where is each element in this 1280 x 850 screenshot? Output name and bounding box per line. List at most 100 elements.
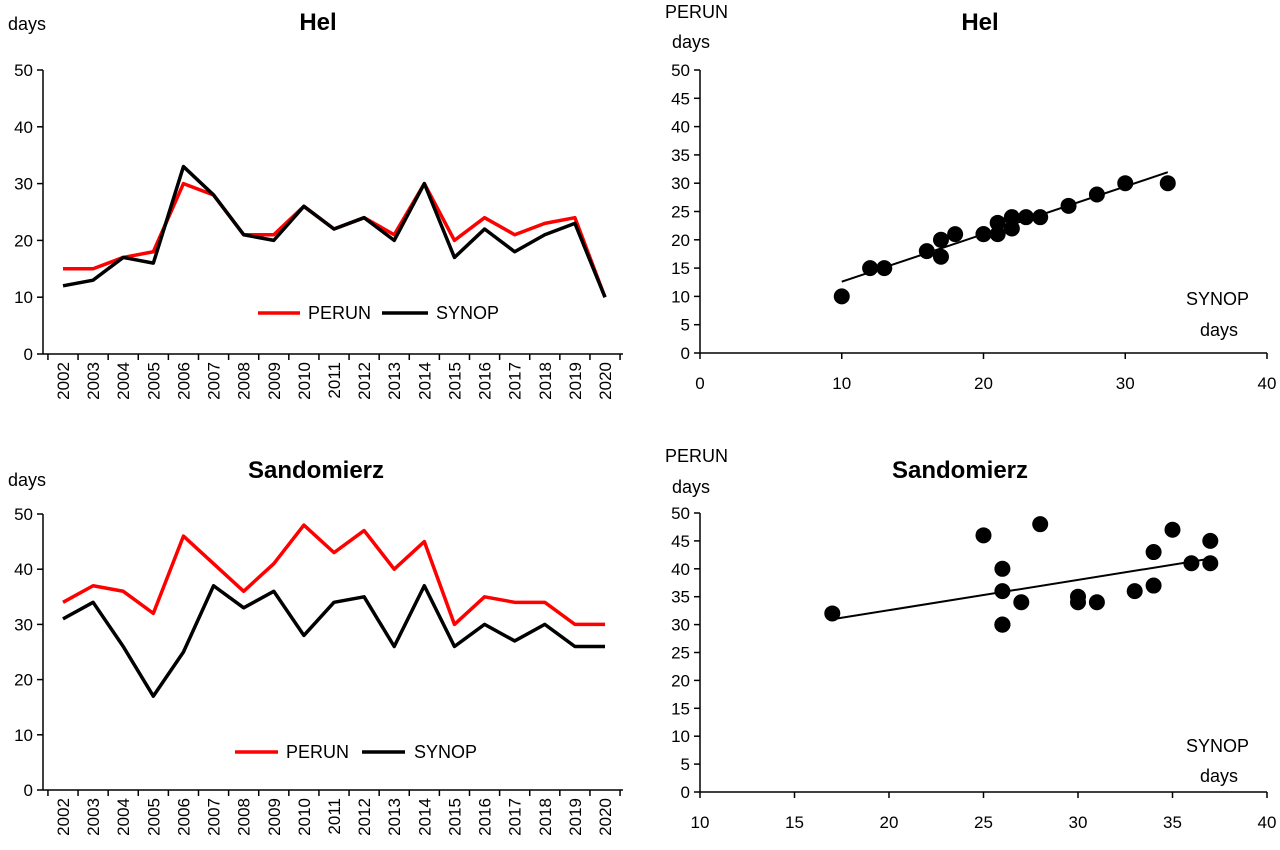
legend-label: SYNOP xyxy=(414,742,477,762)
y-tick-label: 20 xyxy=(14,671,33,690)
x-tick-label: 2003 xyxy=(84,362,103,400)
scatter-point xyxy=(975,527,992,544)
scatter-point xyxy=(1159,175,1176,192)
scatter-point xyxy=(1126,583,1143,600)
scatter-point xyxy=(1164,521,1181,538)
y-tick-label: 20 xyxy=(671,671,690,690)
chart-2: Hel 0 5 10 15 20 25 30 35 40 45 50 PERUN days SYNOP day… xyxy=(665,2,1276,393)
scatter-point xyxy=(876,260,893,277)
scatter-point xyxy=(1060,197,1077,214)
y-tick-label: 40 xyxy=(671,118,690,137)
x-tick-label: 2016 xyxy=(476,362,495,400)
legend-label: SYNOP xyxy=(436,303,499,323)
y-tick-label: 20 xyxy=(671,231,690,250)
scatter-point xyxy=(1088,186,1105,203)
y-tick-label: 0 xyxy=(681,783,690,802)
x-tick-label: 2013 xyxy=(385,362,404,400)
x-tick-label: 30 xyxy=(1116,374,1135,393)
chart-3: Sandomierz 0 10 20 30 40 50 days 2002 2003 2004 200… xyxy=(8,457,623,836)
x-tick-label: 2004 xyxy=(114,362,133,400)
y-tick-label: 30 xyxy=(671,174,690,193)
y-tick-label: 0 xyxy=(24,781,33,800)
scatter-point xyxy=(994,560,1011,577)
y-tick-label: 45 xyxy=(671,532,690,551)
scatter-point xyxy=(1202,555,1219,572)
chart-title: Hel xyxy=(961,9,998,36)
x-tick-label: 0 xyxy=(695,374,704,393)
x-tick-label: 35 xyxy=(1163,813,1182,832)
x-tick-label: 2020 xyxy=(596,362,615,400)
x-tick-label: 2006 xyxy=(174,362,193,400)
y-tick-label: 5 xyxy=(681,316,690,335)
x-tick-label: 2008 xyxy=(235,362,254,400)
x-tick-label: 2002 xyxy=(54,798,73,836)
scatter-point xyxy=(1003,209,1020,226)
x-tick-label: 10 xyxy=(832,374,851,393)
scatter-point xyxy=(932,248,949,265)
scatter-point xyxy=(824,605,841,622)
x-tick-label: 2009 xyxy=(265,798,284,836)
x-tick-label: 2008 xyxy=(235,798,254,836)
x-tick-label: 2018 xyxy=(536,362,555,400)
x-tick-label: 2005 xyxy=(144,798,163,836)
scatter-point xyxy=(862,260,879,277)
y-tick-label: 30 xyxy=(14,175,33,194)
x-tick-label: 2010 xyxy=(295,362,314,400)
y-axis-unit: days xyxy=(672,32,710,52)
y-tick-label: 50 xyxy=(14,505,33,524)
x-axis-label: SYNOP xyxy=(1186,289,1249,309)
scatter-point xyxy=(932,231,949,248)
x-tick-label: 2019 xyxy=(566,362,585,400)
y-tick-label: 10 xyxy=(14,726,33,745)
scatter-point xyxy=(1013,594,1030,611)
x-tick-label: 2014 xyxy=(415,362,434,400)
x-tick-label: 2007 xyxy=(205,362,224,400)
x-tick-label: 40 xyxy=(1258,813,1277,832)
y-tick-label: 0 xyxy=(24,345,33,364)
y-tick-label: 10 xyxy=(14,288,33,307)
x-tick-label: 2019 xyxy=(566,798,585,836)
trendline xyxy=(832,557,1211,621)
x-tick-label: 2011 xyxy=(325,362,344,399)
scatter-point xyxy=(1003,220,1020,237)
y-tick-label: 10 xyxy=(671,727,690,746)
y-axis-label: days xyxy=(8,470,46,490)
scatter-point xyxy=(1032,516,1049,533)
x-tick-label: 2017 xyxy=(506,362,525,400)
scatter-point xyxy=(1145,544,1162,561)
scatter-point xyxy=(918,243,935,260)
scatter-point xyxy=(1145,577,1162,594)
chart-1: Hel 0 10 20 30 40 50 days 2002 2003 2004 2005 2006 20… xyxy=(8,9,623,400)
chart-4: Sandomierz 0 5 10 15 20 25 30 35 40 45 50 PERUN days S… xyxy=(665,446,1276,832)
x-axis-label: SYNOP xyxy=(1186,736,1249,756)
x-tick-label: 20 xyxy=(974,374,993,393)
y-tick-label: 35 xyxy=(671,146,690,165)
x-tick-label: 10 xyxy=(691,813,710,832)
x-axis-unit: days xyxy=(1200,766,1238,786)
x-tick-label: 2014 xyxy=(415,798,434,836)
scatter-point xyxy=(989,226,1006,243)
y-tick-label: 25 xyxy=(671,644,690,663)
y-tick-label: 40 xyxy=(671,560,690,579)
y-tick-label: 25 xyxy=(671,203,690,222)
chart-title: Hel xyxy=(299,9,336,36)
scatter-point xyxy=(1018,209,1035,226)
x-tick-label: 2002 xyxy=(54,362,73,400)
x-tick-label: 2011 xyxy=(325,798,344,835)
x-tick-label: 2013 xyxy=(385,798,404,836)
y-tick-label: 50 xyxy=(671,61,690,80)
x-tick-label: 2018 xyxy=(536,798,555,836)
scatter-point xyxy=(833,288,850,305)
x-tick-label: 2007 xyxy=(205,798,224,836)
x-tick-label: 2015 xyxy=(445,798,464,836)
x-tick-label: 2004 xyxy=(114,798,133,836)
y-tick-label: 40 xyxy=(14,118,33,137)
x-tick-label: 20 xyxy=(880,813,899,832)
y-axis-unit: days xyxy=(672,477,710,497)
y-tick-label: 5 xyxy=(681,755,690,774)
scatter-point xyxy=(1088,594,1105,611)
x-tick-label: 25 xyxy=(974,813,993,832)
chart-title: Sandomierz xyxy=(248,457,384,484)
y-tick-label: 30 xyxy=(14,615,33,634)
y-tick-label: 50 xyxy=(671,504,690,523)
